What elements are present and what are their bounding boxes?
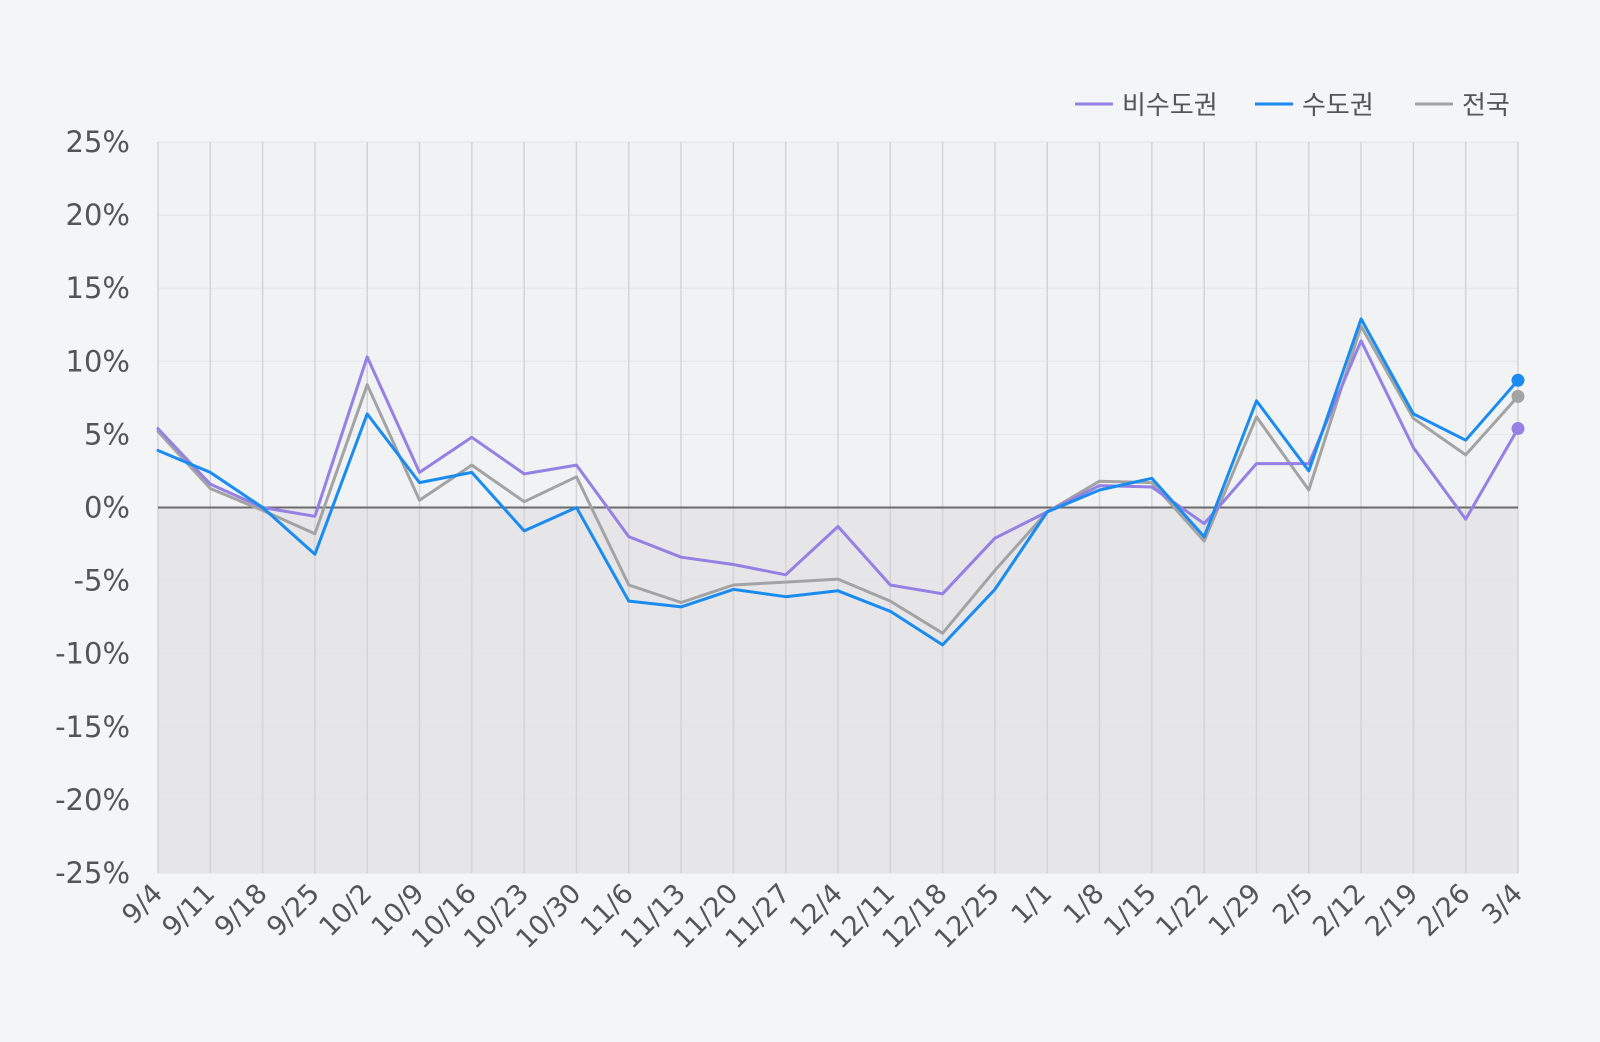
legend-label: 비수도권: [1122, 91, 1218, 121]
y-tick-label: -10%: [55, 637, 130, 671]
legend-label: 전국: [1462, 91, 1510, 121]
series-end-point-비수도권: [1511, 422, 1525, 436]
grid: [157, 141, 1519, 874]
y-axis: 25% 20% 15% 10% 5% 0% -5% -10% -15% -20% -25%: [55, 125, 130, 890]
y-tick-label: 25%: [66, 125, 130, 159]
series-line-전국: [156, 324, 1520, 635]
legend-label: 수도권: [1302, 91, 1374, 121]
y-tick-label: 20%: [66, 198, 130, 232]
y-tick-label: 15%: [66, 271, 130, 305]
series-line-비수도권: [156, 339, 1520, 596]
series-lines: [156, 317, 1525, 647]
series-end-point-전국: [1511, 389, 1525, 403]
y-tick-label: -25%: [55, 856, 130, 890]
y-tick-label: 10%: [66, 344, 130, 378]
legend: 비수도권 수도권 전국: [1075, 91, 1510, 121]
series-line-수도권: [156, 317, 1520, 647]
y-tick-label: 0%: [84, 491, 130, 525]
series-end-point-수도권: [1511, 373, 1525, 387]
y-tick-label: -15%: [55, 710, 130, 744]
y-tick-label: 5%: [84, 417, 130, 451]
y-tick-label: -20%: [55, 783, 130, 817]
y-tick-label: -5%: [74, 564, 130, 598]
